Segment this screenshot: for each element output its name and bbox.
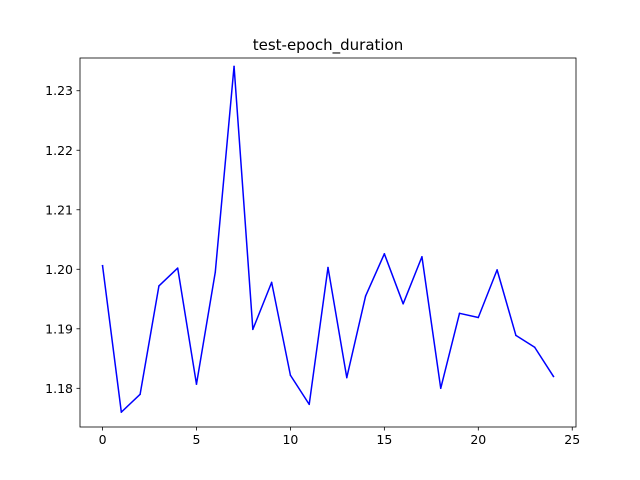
y-tick-label: 1.22 xyxy=(45,143,73,158)
data-point xyxy=(552,375,555,378)
data-point xyxy=(158,285,160,287)
x-tick-label: 15 xyxy=(376,432,392,447)
data-point xyxy=(533,346,536,348)
data-point xyxy=(458,312,461,315)
y-tick-label: 1.21 xyxy=(45,202,73,217)
data-point xyxy=(421,256,423,258)
data-point xyxy=(233,65,235,68)
data-point xyxy=(176,267,179,269)
y-tick-label: 1.19 xyxy=(45,321,73,336)
data-point xyxy=(515,334,517,337)
series-layer xyxy=(101,65,555,413)
data-point xyxy=(439,387,442,390)
y-tick-label: 1.18 xyxy=(45,381,73,396)
data-point xyxy=(289,374,292,376)
x-tick-label: 20 xyxy=(470,432,486,447)
data-point xyxy=(270,281,273,284)
data-point xyxy=(496,269,498,271)
axes-layer: 0 5 10 15 20 25 1.18 1.19 1.20 1.21 1.22 1.23 xyxy=(45,57,580,447)
data-point xyxy=(214,271,217,274)
data-point xyxy=(402,303,404,305)
plot-frame xyxy=(79,57,577,428)
data-point xyxy=(327,266,329,269)
chart-title: test-epoch_duration xyxy=(253,36,404,55)
data-point xyxy=(477,316,480,319)
data-point xyxy=(346,376,348,379)
data-point xyxy=(383,253,386,255)
data-point xyxy=(120,411,123,413)
data-point xyxy=(308,403,310,406)
y-tick-label: 1.23 xyxy=(45,83,73,98)
x-tick-label: 5 xyxy=(193,432,201,447)
y-tick-label: 1.20 xyxy=(45,262,73,277)
x-tick-label: 25 xyxy=(564,432,580,447)
data-point xyxy=(195,383,198,385)
data-point xyxy=(364,295,367,297)
data-point xyxy=(101,264,104,267)
data-point xyxy=(252,328,254,331)
x-tick-label: 10 xyxy=(282,432,298,447)
x-tick-label: 0 xyxy=(99,432,107,447)
data-point xyxy=(139,393,141,396)
